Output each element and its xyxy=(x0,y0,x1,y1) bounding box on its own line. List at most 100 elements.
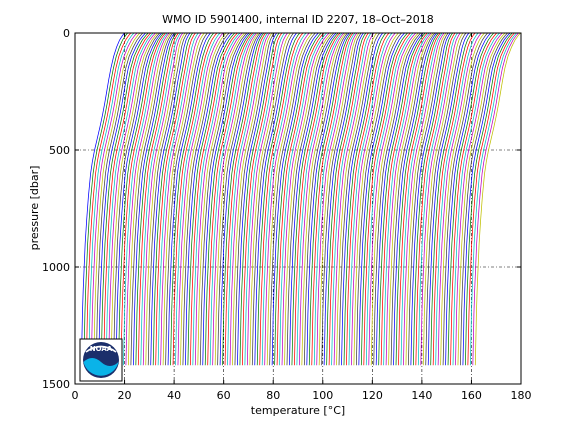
profile-line xyxy=(348,33,393,366)
profile-line xyxy=(353,33,399,366)
profile-line xyxy=(370,33,419,366)
profile-line xyxy=(241,33,283,366)
profile-line xyxy=(306,33,350,366)
profile-line xyxy=(351,33,396,366)
profile-line xyxy=(321,33,362,366)
profile-line xyxy=(328,33,369,366)
profile-line xyxy=(355,33,402,366)
profile-line xyxy=(276,33,325,366)
profile-line xyxy=(346,33,390,366)
profile-line xyxy=(140,33,181,366)
profile-line xyxy=(373,33,422,366)
profile-line xyxy=(227,33,269,366)
profile-line xyxy=(192,33,241,366)
profile-line xyxy=(279,33,327,366)
profile-line xyxy=(232,33,273,366)
profile-line xyxy=(425,33,467,366)
profile-line xyxy=(165,33,208,366)
y-tick-label: 1500 xyxy=(42,378,70,391)
profile-line xyxy=(455,33,503,366)
profile-line xyxy=(343,33,387,366)
profile-line xyxy=(284,33,332,366)
profile-line xyxy=(120,33,166,366)
profile-line xyxy=(152,33,193,366)
y-tick-label: 0 xyxy=(63,27,70,40)
profile-line xyxy=(457,33,506,366)
profile-line xyxy=(142,33,184,366)
profile-line xyxy=(474,33,521,366)
profile-line xyxy=(229,33,271,366)
y-axis-ticks: 0 500 1000 1500 xyxy=(42,27,521,391)
profile-line xyxy=(281,33,330,366)
profile-line xyxy=(331,33,372,366)
x-tick-label: 120 xyxy=(362,389,383,402)
profile-line xyxy=(410,33,451,366)
profile-line xyxy=(301,33,347,366)
profile-line xyxy=(209,33,256,366)
profile-line xyxy=(125,33,170,366)
logo-gull xyxy=(85,345,117,353)
profile-line xyxy=(175,33,221,366)
profile-line xyxy=(358,33,405,366)
profile-line xyxy=(274,33,322,366)
profile-line xyxy=(318,33,360,366)
profile-line xyxy=(308,33,352,366)
x-axis-label: temperature [°C] xyxy=(251,404,345,417)
profile-line xyxy=(452,33,500,366)
profile-line xyxy=(323,33,364,366)
profile-lines xyxy=(80,33,521,366)
profile-line xyxy=(207,33,254,366)
profile-line xyxy=(189,33,238,366)
profile-line xyxy=(403,33,445,366)
profile-line xyxy=(380,33,428,366)
profile-line xyxy=(437,33,482,366)
profile-line xyxy=(447,33,495,366)
profile-line xyxy=(313,33,356,366)
profile-line xyxy=(472,33,519,366)
profile-line xyxy=(128,33,172,366)
profile-line xyxy=(137,33,179,366)
profile-line xyxy=(266,33,313,366)
profile-line xyxy=(135,33,177,366)
profile-line xyxy=(442,33,488,366)
profile-line xyxy=(383,33,430,366)
profile-line xyxy=(224,33,267,366)
noaa-logo: NOAA xyxy=(79,338,123,382)
profile-line xyxy=(118,33,164,366)
profile-line xyxy=(170,33,215,366)
profile-line xyxy=(422,33,464,366)
profile-line xyxy=(239,33,280,366)
profile-line xyxy=(95,33,144,366)
profile-line xyxy=(445,33,492,366)
profile-line xyxy=(464,33,513,366)
profile-line xyxy=(261,33,307,366)
x-tick-label: 0 xyxy=(72,389,79,402)
profile-line xyxy=(177,33,224,366)
profile-line xyxy=(303,33,348,366)
profile-line xyxy=(222,33,265,366)
profile-line xyxy=(130,33,174,366)
profile-line xyxy=(162,33,205,366)
profile-line xyxy=(450,33,498,366)
profile-line xyxy=(393,33,438,366)
x-tick-label: 20 xyxy=(118,389,132,402)
profile-line xyxy=(460,33,508,366)
profile-line xyxy=(197,33,246,366)
profile-line xyxy=(408,33,449,366)
profile-line xyxy=(217,33,261,366)
profile-line xyxy=(469,33,517,366)
x-tick-label: 40 xyxy=(167,389,181,402)
profile-line xyxy=(294,33,341,366)
profile-line xyxy=(85,33,132,366)
profile-line xyxy=(180,33,227,366)
profile-line xyxy=(115,33,163,366)
profile-line xyxy=(182,33,230,366)
profile-line xyxy=(415,33,456,366)
profile-line xyxy=(256,33,301,366)
profile-line xyxy=(105,33,154,366)
profile-line xyxy=(249,33,291,366)
profile-line xyxy=(440,33,485,366)
profile-line xyxy=(462,33,511,366)
profile-line xyxy=(432,33,476,366)
profile-line xyxy=(289,33,337,366)
